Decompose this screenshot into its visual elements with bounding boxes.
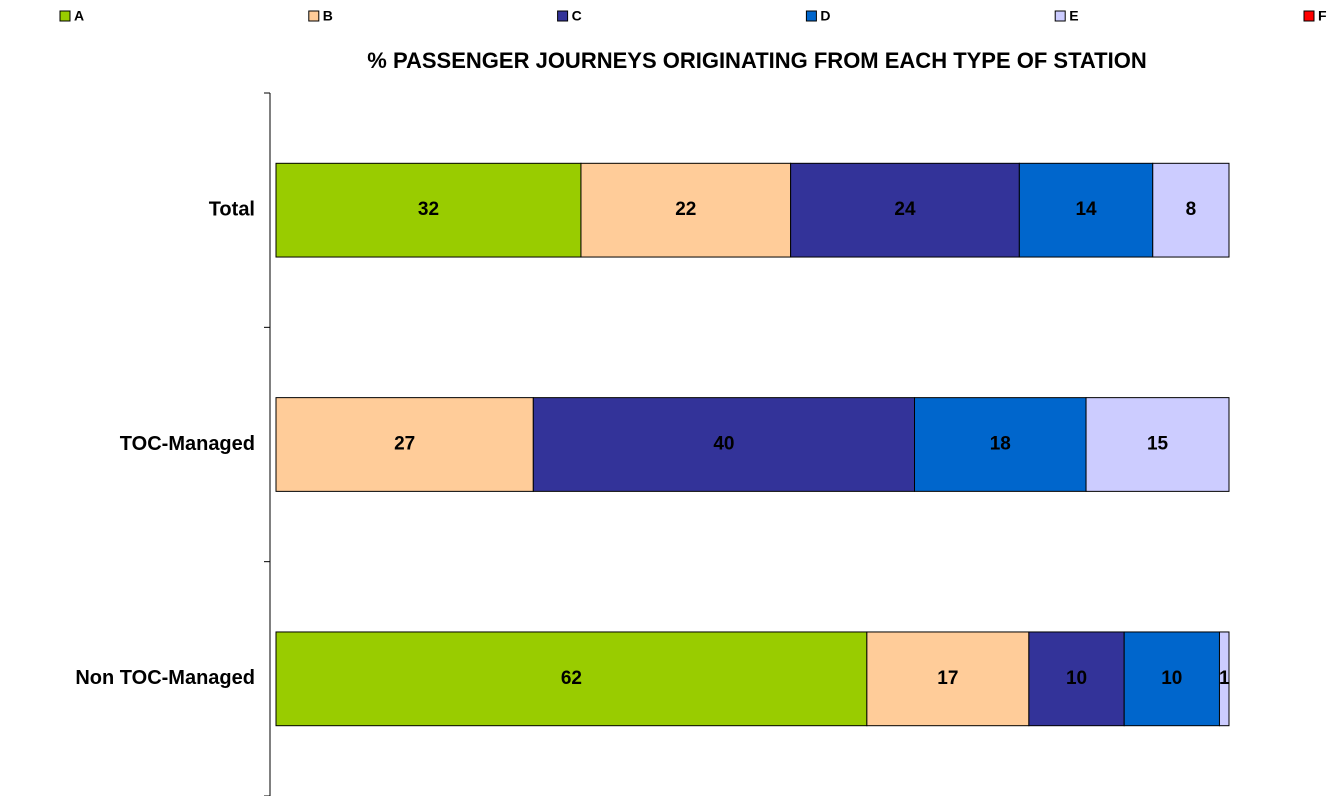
chart-title: % PASSENGER JOURNEYS ORIGINATING FROM EA… (367, 48, 1146, 73)
bar-segment (866, 631, 1030, 727)
data-label: 18 (990, 434, 1011, 455)
bar-segment (275, 631, 868, 727)
bar-segment (790, 162, 1020, 258)
data-label: 10 (1066, 668, 1087, 689)
data-label: 27 (394, 434, 415, 455)
bar-segment (275, 162, 582, 258)
legend-swatch (1303, 10, 1315, 22)
y-tick-label: TOC-Managed (120, 433, 255, 455)
bar-segment (1028, 631, 1125, 727)
y-tick-label: Non TOC-Managed (75, 667, 255, 689)
data-label: 8 (1186, 199, 1197, 220)
data-label: 40 (713, 434, 734, 455)
legend-swatch (59, 10, 71, 22)
bar-segment (1218, 631, 1230, 727)
bar-segment (1018, 162, 1154, 258)
legend-swatch (557, 10, 569, 22)
legend-label: C (572, 8, 582, 24)
bar-segment (1085, 397, 1230, 492)
bar-segment (1152, 162, 1230, 258)
legend-label: D (820, 8, 830, 24)
y-tick-label: Total (209, 198, 255, 220)
legend-label: F (1318, 8, 1327, 24)
legend-label: A (74, 8, 84, 24)
data-label: 14 (1075, 199, 1097, 220)
legend-label: B (323, 8, 333, 24)
legend-swatch (1054, 10, 1066, 22)
data-label: 10 (1161, 668, 1182, 689)
data-label: 22 (675, 199, 696, 220)
bar-segment (1123, 631, 1220, 727)
data-label: 17 (937, 668, 958, 689)
bar-segment (532, 397, 916, 492)
data-label: 32 (418, 199, 439, 220)
data-label: 1 (1219, 668, 1230, 689)
data-label: 15 (1147, 434, 1169, 455)
bar-segment (275, 397, 534, 492)
legend-swatch (308, 10, 320, 22)
legend-label: E (1069, 8, 1078, 24)
bar-segment (580, 162, 792, 258)
data-label: 24 (894, 199, 916, 220)
legend-swatch (805, 10, 817, 22)
data-label: 62 (561, 668, 582, 689)
